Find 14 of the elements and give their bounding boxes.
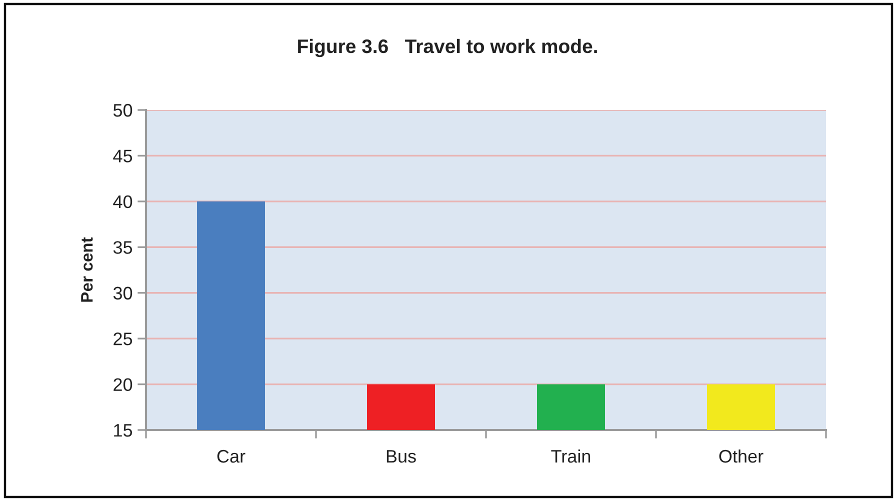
- y-tick-label: 25: [114, 332, 132, 346]
- x-tick-label: Bus: [386, 450, 416, 463]
- x-tick-label: Other: [719, 449, 764, 463]
- chart-title: Figure 3.6 Travel to work mode.: [298, 38, 597, 58]
- y-tick-label: 20: [114, 378, 132, 392]
- x-tick-label: Train: [551, 449, 590, 463]
- x-tick-label: Car: [217, 450, 246, 463]
- y-tick-label: 40: [113, 195, 132, 208]
- y-tick-label: 45: [113, 150, 132, 162]
- y-tick-label: 50: [113, 104, 132, 117]
- y-tick-label: 35: [113, 241, 132, 254]
- y-tick-label: 30: [113, 286, 132, 300]
- y-tick-label: 15: [114, 424, 132, 437]
- y-axis-title: Per cent: [81, 237, 93, 302]
